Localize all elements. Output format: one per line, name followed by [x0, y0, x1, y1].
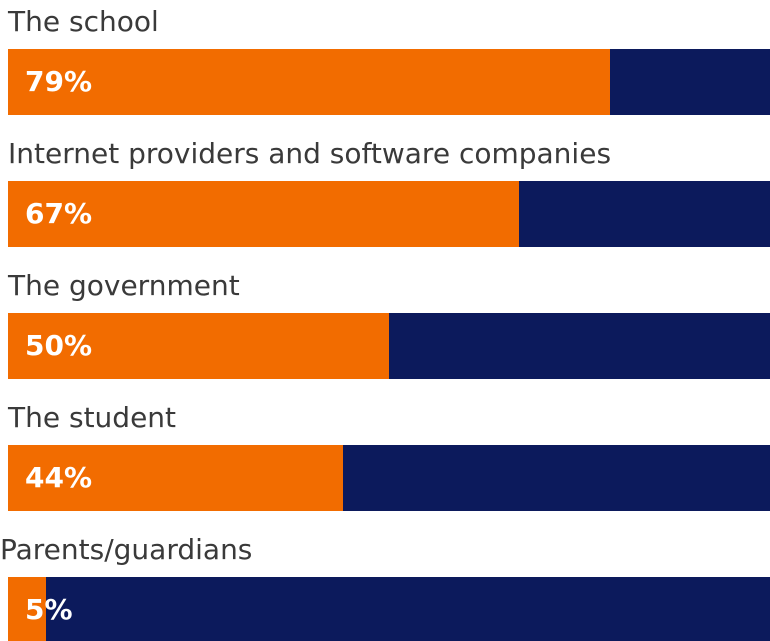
- bar-remainder: [343, 445, 770, 511]
- bar-row: Internet providers and software companie…: [0, 134, 770, 266]
- bar-row: Parents/guardians 5%: [0, 530, 770, 641]
- bar-track: 79%: [8, 49, 770, 115]
- bar-fill: [8, 49, 610, 115]
- data-label: 67%: [25, 197, 93, 230]
- bar-row: The government 50%: [0, 266, 770, 398]
- bar-remainder: [610, 49, 770, 115]
- data-label: 5%: [25, 593, 73, 626]
- bar-fill: [8, 445, 343, 511]
- category-label: Internet providers and software companie…: [8, 137, 612, 170]
- bar-track: 67%: [8, 181, 770, 247]
- bar-remainder: [519, 181, 770, 247]
- bar-row: The student 44%: [0, 398, 770, 530]
- bar-remainder: [46, 577, 770, 641]
- category-label: The school: [8, 5, 159, 38]
- bar-track: 50%: [8, 313, 770, 379]
- category-label: The student: [8, 401, 177, 434]
- bar-remainder: [389, 313, 770, 379]
- bar-fill: [8, 313, 389, 379]
- data-label: 44%: [25, 461, 93, 494]
- category-label: The government: [8, 269, 240, 302]
- category-label: Parents/guardians: [0, 533, 253, 566]
- bar-row: The school 79%: [0, 2, 770, 134]
- bar-track: 5%: [8, 577, 770, 641]
- data-label: 79%: [25, 65, 93, 98]
- bar-track: 44%: [8, 445, 770, 511]
- bar-fill: [8, 577, 46, 641]
- data-label: 50%: [25, 329, 93, 362]
- bar-fill: [8, 181, 519, 247]
